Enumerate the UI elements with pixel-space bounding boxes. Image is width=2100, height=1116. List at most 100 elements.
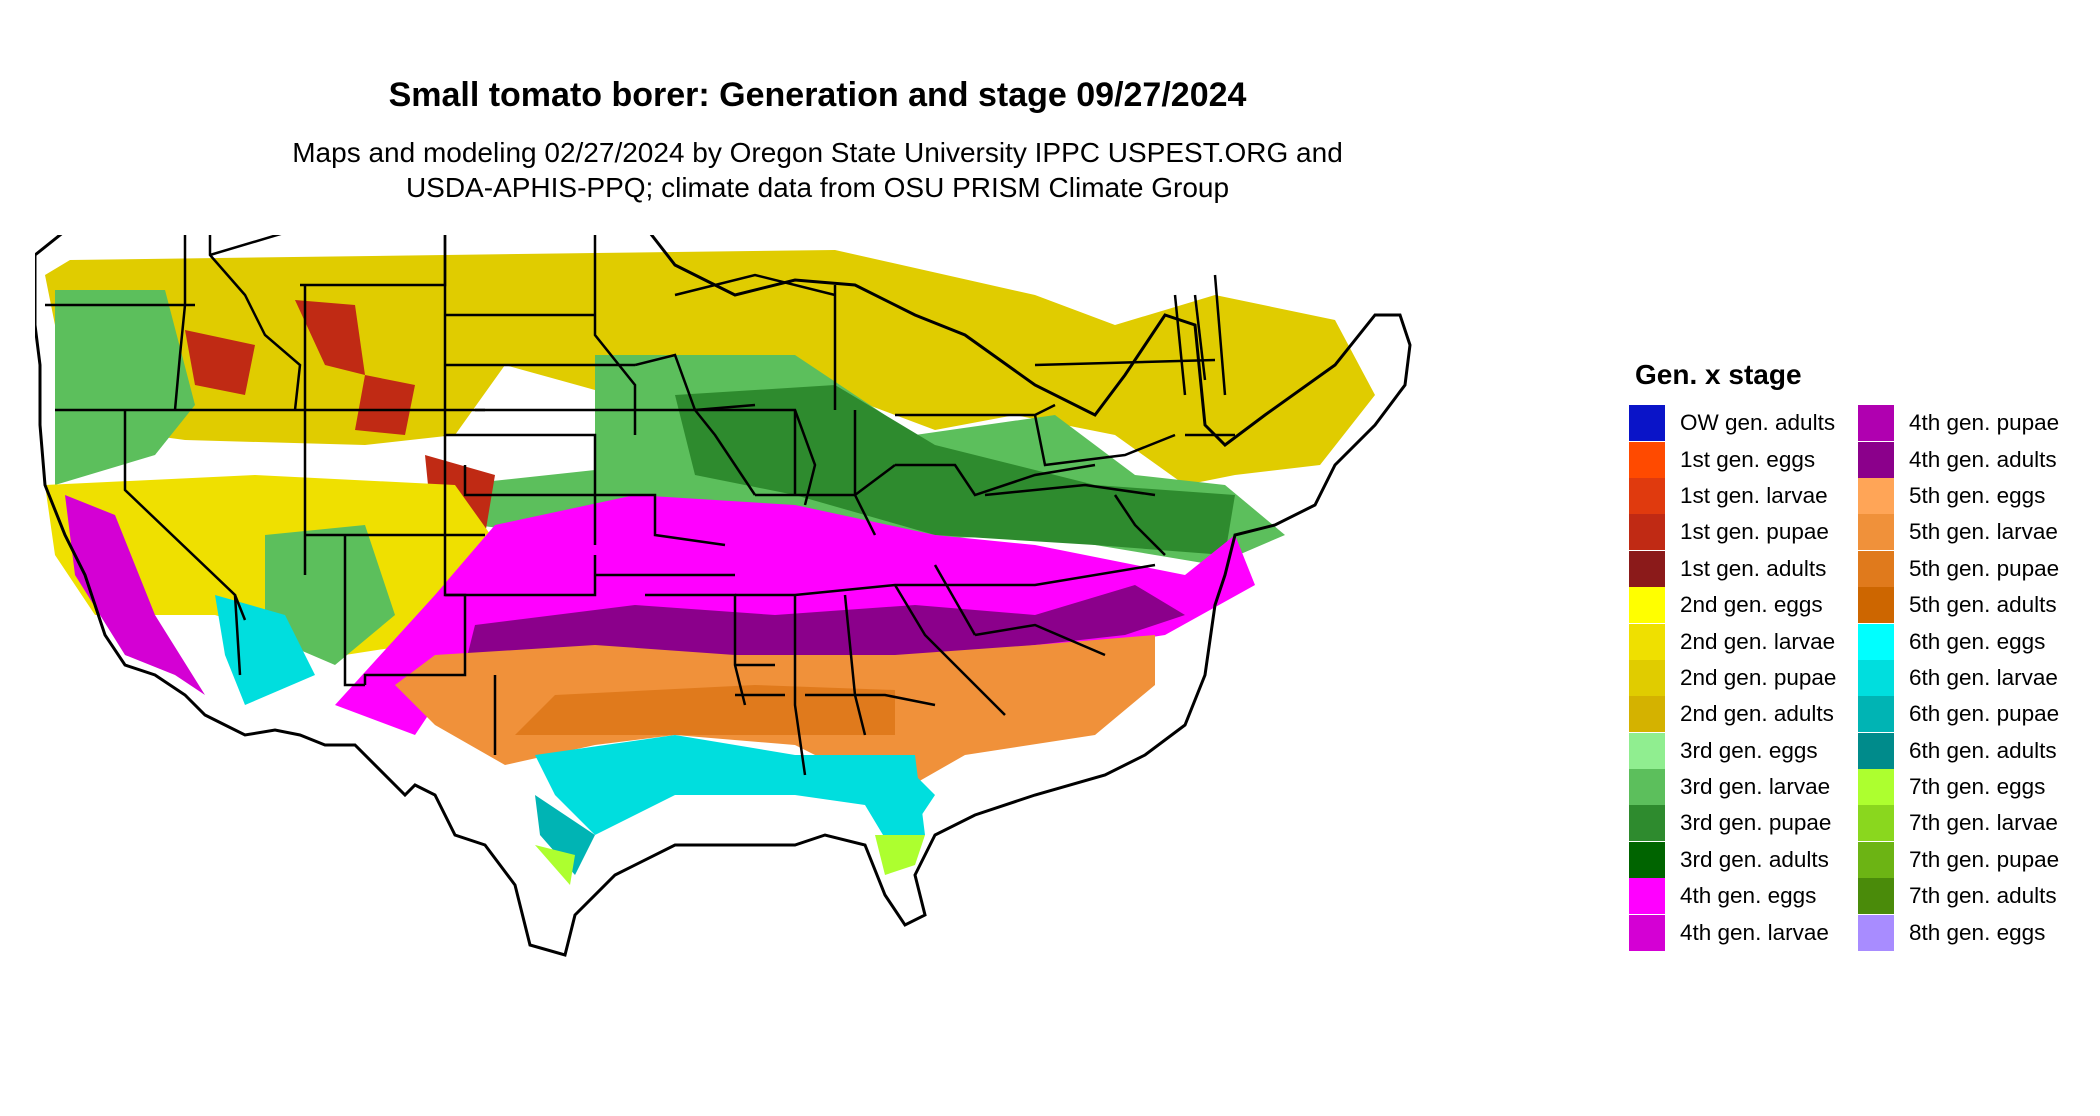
legend-label: 3rd gen. pupae	[1680, 810, 1832, 836]
legend-label: OW gen. adults	[1680, 410, 1836, 436]
map-zones	[45, 250, 1375, 885]
legend-swatch	[1858, 405, 1894, 442]
legend-label: 4th gen. larvae	[1680, 919, 1829, 945]
legend-title: Gen. x stage	[1635, 359, 1802, 390]
legend-item: 6th gen. larvae	[1858, 659, 2059, 696]
legend-label: 5th gen. adults	[1909, 592, 2057, 618]
legend-swatch	[1629, 659, 1665, 696]
legend-item: 1st gen. larvae	[1629, 477, 1836, 514]
legend-label: 4th gen. adults	[1909, 446, 2057, 472]
zone-midwest-darkgreen	[675, 385, 1235, 555]
legend-swatch	[1629, 841, 1665, 878]
legend-swatch	[1858, 805, 1894, 842]
zone-mountain-red-3	[355, 375, 415, 435]
legend-item: 6th gen. eggs	[1858, 623, 2059, 660]
legend-label: 2nd gen. larvae	[1680, 628, 1836, 654]
legend-item: 1st gen. adults	[1629, 550, 1836, 587]
legend-swatch	[1629, 477, 1665, 514]
legend-label: 6th gen. adults	[1909, 737, 2057, 763]
legend-item: 6th gen. adults	[1858, 732, 2059, 769]
legend-item: 4th gen. adults	[1858, 441, 2059, 478]
zone-purple-band	[455, 585, 1185, 705]
subtitle-line-1: Maps and modeling 02/27/2024 by Oregon S…	[292, 137, 1343, 168]
legend-label: 5th gen. eggs	[1909, 482, 2046, 508]
legend-swatch	[1629, 623, 1665, 660]
legend-item: 3rd gen. pupae	[1629, 805, 1836, 842]
legend-swatch	[1858, 914, 1894, 951]
legend-label: 2nd gen. pupae	[1680, 664, 1837, 690]
map-title: Small tomato borer: Generation and stage…	[388, 76, 1247, 114]
legend-label: 6th gen. eggs	[1909, 628, 2046, 654]
zone-pnw-green	[55, 290, 195, 485]
zone-florida-green	[875, 835, 925, 875]
legend-label: 6th gen. larvae	[1909, 664, 2058, 690]
legend-swatch	[1629, 878, 1665, 915]
legend-item: 1st gen. pupae	[1629, 514, 1836, 551]
legend-label: 1st gen. pupae	[1680, 519, 1829, 545]
legend-label: 8th gen. eggs	[1909, 919, 2046, 945]
zone-california-magenta	[65, 495, 205, 695]
legend-swatch	[1629, 805, 1665, 842]
legend-label: 1st gen. eggs	[1680, 446, 1816, 472]
legend-swatch	[1858, 841, 1894, 878]
subtitle-line-2: USDA-APHIS-PPQ; climate data from OSU PR…	[405, 172, 1230, 203]
zone-florida-cyan	[855, 755, 925, 835]
legend-item: 5th gen. pupae	[1858, 550, 2060, 587]
legend-item: OW gen. adults	[1629, 405, 1836, 442]
zone-gulf-cyan	[535, 735, 935, 855]
us-outline	[35, 235, 1412, 957]
legend-item: 3rd gen. eggs	[1629, 732, 1836, 769]
legend-label: 3rd gen. eggs	[1680, 737, 1818, 763]
legend-label: 3rd gen. adults	[1680, 846, 1829, 872]
legend-label: 3rd gen. larvae	[1680, 774, 1831, 800]
legend-swatch	[1858, 514, 1894, 551]
us-map	[35, 235, 1412, 957]
legend-swatch	[1858, 623, 1894, 660]
legend-column-left: OW gen. adults 1st gen. eggs 1st gen. larv…	[1629, 405, 1836, 951]
legend-swatch	[1858, 587, 1894, 624]
legend-label: 4th gen. eggs	[1680, 883, 1817, 909]
legend-item: 4th gen. larvae	[1629, 914, 1836, 951]
legend-swatch	[1858, 878, 1894, 915]
legend-label: 6th gen. pupae	[1909, 701, 2060, 727]
zone-texas-tip-green	[535, 845, 575, 885]
map-subtitle: Maps and modeling 02/27/2024 by Oregon S…	[0, 135, 1635, 205]
legend-swatch	[1858, 659, 1894, 696]
legend-swatch	[1629, 769, 1665, 806]
zone-south-darkorange	[515, 685, 895, 735]
legend-swatch	[1858, 732, 1894, 769]
legend-item: 5th gen. eggs	[1858, 477, 2059, 514]
legend-item: 3rd gen. adults	[1629, 841, 1836, 878]
legend-item: 2nd gen. pupae	[1629, 659, 1837, 696]
legend-label: 7th gen. eggs	[1909, 774, 2046, 800]
legend-item: 5th gen. larvae	[1858, 514, 2059, 551]
legend-swatch	[1629, 441, 1665, 478]
legend-item: 2nd gen. adults	[1629, 696, 1836, 733]
legend-item: 1st gen. eggs	[1629, 441, 1836, 478]
zone-desert-cyan	[215, 595, 315, 705]
legend-item: 8th gen. eggs	[1858, 914, 2059, 951]
legend-item: 4th gen. pupae	[1858, 405, 2060, 442]
legend-swatch	[1858, 769, 1894, 806]
legend-swatch	[1858, 477, 1894, 514]
legend-swatch	[1629, 587, 1665, 624]
legend-swatch	[1629, 514, 1665, 551]
legend-swatch	[1858, 696, 1894, 733]
legend-swatch	[1629, 550, 1665, 587]
legend-item: 2nd gen. eggs	[1629, 587, 1836, 624]
state-boundaries	[45, 235, 1235, 776]
legend-label: 7th gen. larvae	[1909, 810, 2058, 836]
legend-swatch	[1858, 550, 1894, 587]
legend-swatch	[1629, 405, 1665, 442]
legend-label: 2nd gen. eggs	[1680, 592, 1823, 618]
legend-item: 5th gen. adults	[1858, 587, 2059, 624]
legend-swatch	[1629, 696, 1665, 733]
legend-item: 7th gen. pupae	[1858, 841, 2059, 878]
legend-label: 1st gen. larvae	[1680, 482, 1828, 508]
legend-label: 4th gen. pupae	[1909, 410, 2060, 436]
legend-item: 7th gen. adults	[1858, 878, 2059, 915]
zone-mountain-red-1	[295, 300, 365, 375]
legend-label: 5th gen. pupae	[1909, 555, 2060, 581]
zone-south-texas-teal	[535, 795, 595, 875]
legend-label: 7th gen. adults	[1909, 883, 2057, 909]
